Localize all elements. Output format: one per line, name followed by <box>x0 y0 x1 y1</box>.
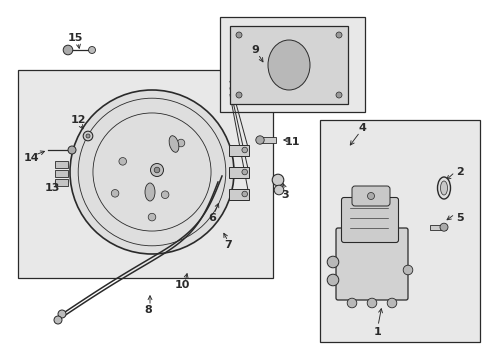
Circle shape <box>177 139 184 147</box>
Bar <box>18 70 272 278</box>
Text: 11: 11 <box>284 137 299 147</box>
Circle shape <box>272 174 283 186</box>
FancyBboxPatch shape <box>351 186 389 206</box>
Circle shape <box>255 136 264 144</box>
Circle shape <box>154 167 160 173</box>
Bar <box>220 17 364 112</box>
Ellipse shape <box>440 181 447 195</box>
Circle shape <box>366 298 376 308</box>
Circle shape <box>70 90 234 254</box>
Circle shape <box>58 310 66 318</box>
Text: 4: 4 <box>357 123 365 133</box>
Circle shape <box>326 274 338 286</box>
Bar <box>229 26 347 104</box>
Circle shape <box>68 146 76 154</box>
Circle shape <box>111 189 119 197</box>
Circle shape <box>326 256 338 268</box>
Ellipse shape <box>169 136 179 152</box>
Text: 3: 3 <box>281 190 288 200</box>
Circle shape <box>335 92 341 98</box>
Text: 2: 2 <box>455 167 463 177</box>
Circle shape <box>403 265 412 275</box>
Circle shape <box>242 191 247 197</box>
Text: 9: 9 <box>250 45 259 55</box>
Circle shape <box>236 32 242 38</box>
Text: 14: 14 <box>24 153 40 163</box>
Circle shape <box>242 169 247 175</box>
Circle shape <box>150 163 163 176</box>
Text: 10: 10 <box>174 280 189 290</box>
Text: 7: 7 <box>224 240 231 250</box>
Text: 15: 15 <box>67 33 82 43</box>
Text: 1: 1 <box>373 327 381 337</box>
Text: 6: 6 <box>207 213 216 223</box>
Bar <box>228 166 248 177</box>
Circle shape <box>386 298 396 308</box>
Bar <box>228 189 248 199</box>
Circle shape <box>63 45 73 55</box>
Circle shape <box>83 131 93 141</box>
Circle shape <box>161 191 168 198</box>
Ellipse shape <box>437 177 449 199</box>
Text: 5: 5 <box>455 213 463 223</box>
Bar <box>429 225 445 230</box>
Circle shape <box>54 316 62 324</box>
Bar <box>260 137 275 143</box>
Bar <box>319 120 479 342</box>
Circle shape <box>367 193 374 199</box>
Circle shape <box>242 147 247 153</box>
Circle shape <box>88 46 95 54</box>
Bar <box>228 144 248 156</box>
Circle shape <box>439 223 447 231</box>
Bar <box>55 179 68 186</box>
Circle shape <box>335 32 341 38</box>
Bar <box>55 170 68 177</box>
FancyBboxPatch shape <box>335 228 407 300</box>
Text: 8: 8 <box>144 305 152 315</box>
Bar <box>55 161 68 168</box>
Circle shape <box>119 158 126 165</box>
Ellipse shape <box>145 183 155 201</box>
Ellipse shape <box>267 40 309 90</box>
Circle shape <box>148 213 156 221</box>
Circle shape <box>86 134 90 138</box>
Text: 13: 13 <box>44 183 60 193</box>
Circle shape <box>274 185 283 195</box>
Circle shape <box>236 92 242 98</box>
Circle shape <box>346 298 356 308</box>
Text: 12: 12 <box>70 115 85 125</box>
FancyBboxPatch shape <box>341 198 398 243</box>
